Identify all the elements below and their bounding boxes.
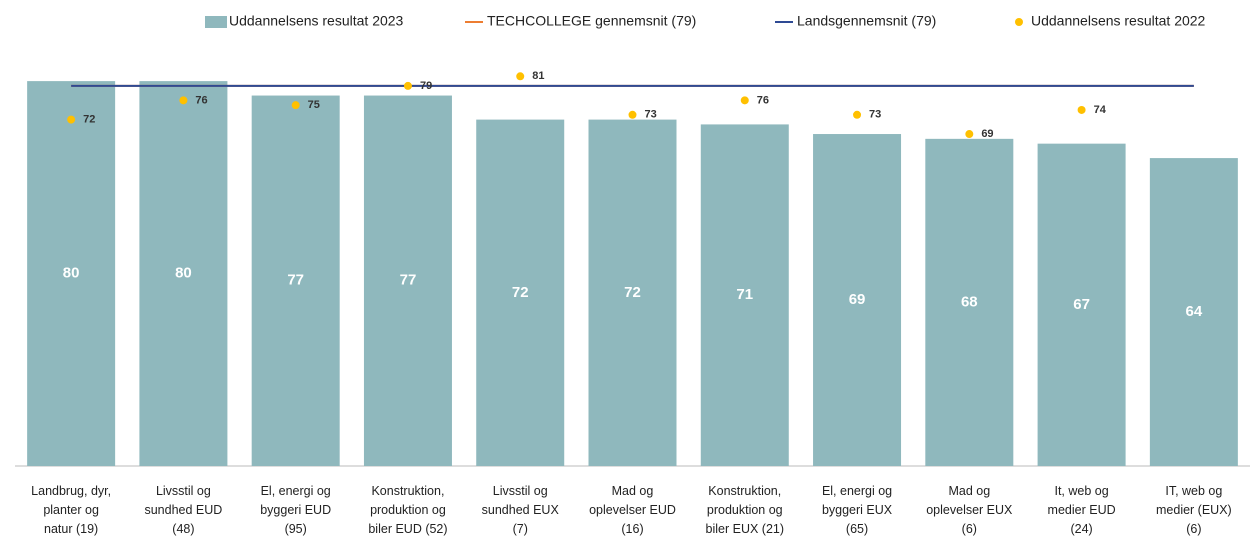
point-label: 81 [532,70,544,82]
legend-label: TECHCOLLEGE gennemsnit (79) [487,13,696,29]
x-tick-label: Mad og oplevelser EUD (16) [589,484,676,536]
bar [925,138,1014,466]
x-tick-label: Konstruktion, produktion og biler EUD (52) [368,484,447,536]
x-tick-label: Livsstil og sundhed EUD (48) [144,484,222,536]
legend-swatch [1015,18,1023,26]
bar-label: 71 [736,286,753,303]
bar-label: 77 [287,272,304,289]
bar-label: 69 [849,291,866,308]
bar [139,81,228,466]
x-tick-label: Landbrug, dyr, planter og natur (19) [31,484,111,536]
x-tick-label-line: Livsstil og [156,484,211,498]
x-tick-label-line: Konstruktion, [708,484,781,498]
point [67,115,76,124]
x-tick-label-line: natur (19) [44,522,98,536]
point-label: 75 [308,99,320,111]
bar-label: 77 [400,272,417,289]
x-tick-label-line: biler EUD (52) [368,522,447,536]
point [179,96,188,105]
x-tick-label-line: byggeri EUX [822,503,893,517]
bar [251,95,340,467]
legend-swatch [205,16,227,28]
x-tick-label-line: Mad og [948,484,990,498]
x-tick-label-line: medier (EUX) [1156,503,1232,517]
x-tick-label-line: medier EUD [1048,503,1116,517]
x-tick-label: El, energi og byggeri EUD (95) [260,484,331,536]
x-tick-label-line: El, energi og [261,484,331,498]
x-tick-label-line: IT, web og [1165,484,1222,498]
legend-label: Uddannelsens resultat 2023 [229,13,404,29]
x-tick-label-line: (95) [285,522,307,536]
bar-label: 72 [624,284,641,301]
point [853,110,862,119]
x-tick-label: Livsstil og sundhed EUX (7) [482,484,560,536]
point [1077,105,1086,114]
bar-label: 80 [63,265,80,282]
x-tick-label-line: oplevelser EUX [926,503,1013,517]
x-tick-label-line: biler EUX (21) [706,522,785,536]
x-tick-label-line: (6) [962,522,977,536]
legend-label: Uddannelsens resultat 2022 [1031,13,1206,29]
x-tick-label-line: (48) [172,522,194,536]
bar [27,81,116,466]
x-tick-label: Mad og oplevelser EUX (6) [926,484,1013,536]
x-tick-label-line: Livsstil og [493,484,548,498]
x-tick-label: IT, web og medier (EUX) (6) [1156,484,1232,536]
x-tick-label-line: Mad og [612,484,654,498]
x-tick-label: El, energi og byggeri EUX (65) [822,484,893,536]
bar [363,95,452,467]
x-tick-label-line: Konstruktion, [371,484,444,498]
point [516,72,525,81]
point [291,101,300,110]
x-tick-label-line: It, web og [1054,484,1108,498]
bar-label: 67 [1073,296,1090,313]
bar [1037,143,1126,466]
x-tick-label-line: (24) [1070,522,1092,536]
bar [813,134,902,467]
point [628,110,637,119]
x-tick-label-line: sundhed EUD [144,503,222,517]
point-label: 73 [645,109,657,121]
point-label: 76 [757,94,769,106]
point-label: 74 [1094,104,1107,116]
x-tick-label-line: byggeri EUD [260,503,331,517]
point [965,130,974,139]
x-tick-label: It, web og medier EUD (24) [1048,484,1116,536]
bar-label: 68 [961,293,978,310]
x-tick-label-line: produktion og [707,503,783,517]
x-tick-label-line: oplevelser EUD [589,503,676,517]
bar-label: 80 [175,265,192,282]
bar-label: 72 [512,284,529,301]
x-tick-label-line: (7) [513,522,528,536]
bar [700,124,789,467]
bar [588,119,677,466]
point-label: 76 [195,94,207,106]
legend-label: Landsgennemsnit (79) [797,13,936,29]
point-label: 79 [420,80,432,92]
bar [1149,158,1238,467]
point-label: 72 [83,114,95,126]
x-tick-label-line: planter og [43,503,99,517]
point [403,81,412,90]
x-tick-label-line: sundhed EUX [482,503,560,517]
x-tick-label-line: (65) [846,522,868,536]
x-tick-label-line: (16) [621,522,643,536]
x-tick-label-line: (6) [1186,522,1201,536]
point [740,96,749,105]
x-tick-label: Konstruktion, produktion og biler EUX (21) [706,484,785,536]
point-label: 69 [981,128,993,140]
bar-label: 64 [1186,303,1203,320]
x-tick-label-line: El, energi og [822,484,892,498]
x-tick-label-line: produktion og [370,503,446,517]
x-tick-label-line: Landbrug, dyr, [31,484,111,498]
point-label: 73 [869,109,881,121]
bar [476,119,565,466]
